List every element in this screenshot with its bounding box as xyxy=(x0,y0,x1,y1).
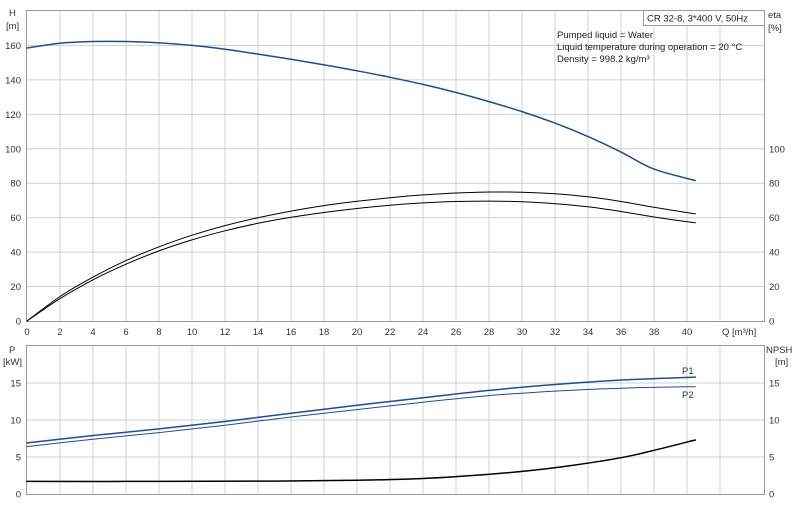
model-title: CR 32-8, 3*400 V, 50Hz xyxy=(647,14,748,25)
model-box xyxy=(643,10,765,26)
top-right-tick-label: 100 xyxy=(769,144,785,155)
series-label-p2: P2 xyxy=(682,390,694,401)
x-tick-label: 14 xyxy=(253,327,264,338)
x-tick-label: 36 xyxy=(616,327,627,338)
top-series-2-line xyxy=(26,200,696,322)
top-right-tick-label: 80 xyxy=(769,179,780,190)
top-series-1-line xyxy=(26,191,696,322)
bottom-left-tick-label: 10 xyxy=(10,416,21,427)
x-tick-label: 12 xyxy=(220,327,231,338)
top-left-tick-label: 80 xyxy=(10,179,21,190)
bottom-series-2-line xyxy=(26,439,697,483)
top-left-axis-label-2: [m] xyxy=(6,21,19,32)
x-tick-label: 20 xyxy=(352,327,363,338)
top-series-0-line xyxy=(26,40,697,182)
top-right-axis-label-1: eta xyxy=(768,10,782,21)
liquid-temperature-info: Liquid temperature during operation = 20… xyxy=(557,42,742,53)
top-right-tick-label: 40 xyxy=(769,248,780,259)
bottom-left-tick-label: 0 xyxy=(16,490,21,501)
bottom-left-tick-label: 5 xyxy=(16,453,21,464)
bottom-left-tick-label: 15 xyxy=(10,379,21,390)
pumped-liquid-info: Pumped liquid = Water xyxy=(557,30,653,41)
density-info: Density = 998.2 kg/m³ xyxy=(557,54,650,65)
x-tick-label: 22 xyxy=(385,327,396,338)
top-left-tick-label: 120 xyxy=(5,110,21,121)
bottom-right-tick-label: 10 xyxy=(769,416,780,427)
top-left-tick-label: 40 xyxy=(10,248,21,259)
series-p2-line xyxy=(26,386,696,448)
x-axis-label: Q [m³/h] xyxy=(722,327,756,338)
top-left-tick-label: 100 xyxy=(5,144,21,155)
bottom-right-tick-label: 5 xyxy=(769,453,774,464)
x-tick-label: 38 xyxy=(649,327,660,338)
x-tick-label: 0 xyxy=(24,327,29,338)
bottom-panel-grid xyxy=(27,346,764,494)
x-tick-label: 32 xyxy=(550,327,561,338)
x-tick-label: 28 xyxy=(484,327,495,338)
x-tick-label: 34 xyxy=(583,327,594,338)
x-tick-label: 26 xyxy=(451,327,462,338)
x-tick-label: 18 xyxy=(319,327,330,338)
bottom-right-tick-label: 15 xyxy=(769,379,780,390)
x-tick-label: 10 xyxy=(187,327,198,338)
top-left-tick-label: 140 xyxy=(5,75,21,86)
bottom-right-axis-label-1: NPSH xyxy=(766,345,793,356)
bottom-left-axis-label-1: P xyxy=(9,345,15,356)
x-tick-label: 16 xyxy=(286,327,297,338)
x-tick-label: 4 xyxy=(90,327,95,338)
top-left-tick-label: 20 xyxy=(10,282,21,293)
top-panel-grid xyxy=(27,11,764,321)
top-right-axis-label-2: [%] xyxy=(768,23,782,34)
series-label-p1: P1 xyxy=(682,366,694,377)
bottom-panel-series xyxy=(26,376,697,483)
top-right-tick-label: 20 xyxy=(769,282,780,293)
top-right-tick-label: 0 xyxy=(769,317,774,328)
series-p1-line xyxy=(26,376,697,444)
top-left-tick-label: 160 xyxy=(5,41,21,52)
top-left-tick-label: 60 xyxy=(10,213,21,224)
top-panel-frame xyxy=(26,10,765,322)
x-tick-label: 24 xyxy=(418,327,429,338)
x-tick-label: 30 xyxy=(517,327,528,338)
bottom-right-tick-label: 0 xyxy=(769,490,774,501)
bottom-panel-frame xyxy=(26,345,765,495)
top-left-axis-label-1: H xyxy=(9,8,16,19)
x-tick-label: 8 xyxy=(156,327,161,338)
x-tick-label: 40 xyxy=(682,327,693,338)
top-left-tick-label: 0 xyxy=(16,317,21,328)
top-right-tick-label: 60 xyxy=(769,213,780,224)
x-tick-label: 6 xyxy=(123,327,128,338)
x-tick-label: 2 xyxy=(57,327,62,338)
bottom-right-axis-label-2: [m] xyxy=(775,357,788,368)
top-panel-series xyxy=(26,40,697,322)
bottom-left-axis-label-2: [kW] xyxy=(3,357,22,368)
